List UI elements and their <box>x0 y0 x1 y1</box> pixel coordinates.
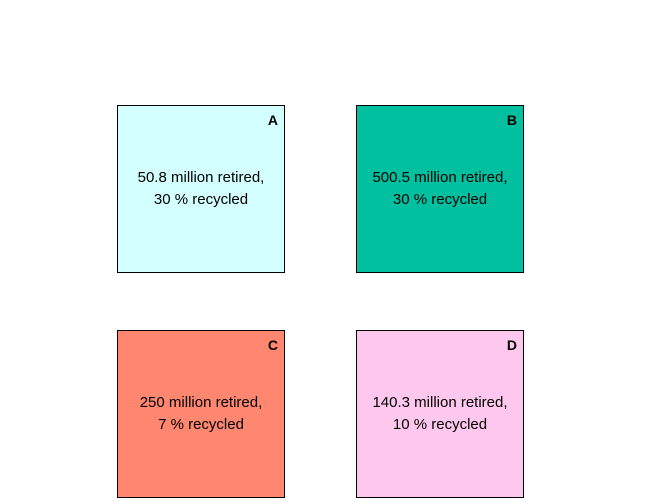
box-c-retired: 250 million retired, <box>139 394 263 411</box>
box-b-recycled: 30 % recycled <box>392 191 488 208</box>
box-c-recycled: 7 % recycled <box>158 416 244 433</box>
box-d-retired: 140.3 million retired, <box>372 394 508 411</box>
box-c: C 250 million retired, 7 % recycled <box>117 330 285 498</box>
box-b: B 500.5 million retired, 30 % recycled <box>356 105 524 273</box>
box-c-letter: C <box>267 337 278 353</box>
box-d-letter: D <box>506 337 517 353</box>
box-a-recycled: 30 % recycled <box>153 191 249 208</box>
box-b-letter: B <box>506 112 517 128</box>
box-a-letter: A <box>267 112 278 128</box>
box-a-retired: 50.8 million retired, <box>137 169 265 186</box>
box-b-text: 500.5 million retired, 30 % recycled <box>357 167 523 211</box>
box-c-text: 250 million retired, 7 % recycled <box>118 392 284 436</box>
box-d-text: 140.3 million retired, 10 % recycled <box>357 392 523 436</box>
box-d: D 140.3 million retired, 10 % recycled <box>356 330 524 498</box>
box-b-retired: 500.5 million retired, <box>372 169 508 186</box>
box-d-recycled: 10 % recycled <box>392 416 488 433</box>
box-a-text: 50.8 million retired, 30 % recycled <box>118 167 284 211</box>
box-a: A 50.8 million retired, 30 % recycled <box>117 105 285 273</box>
